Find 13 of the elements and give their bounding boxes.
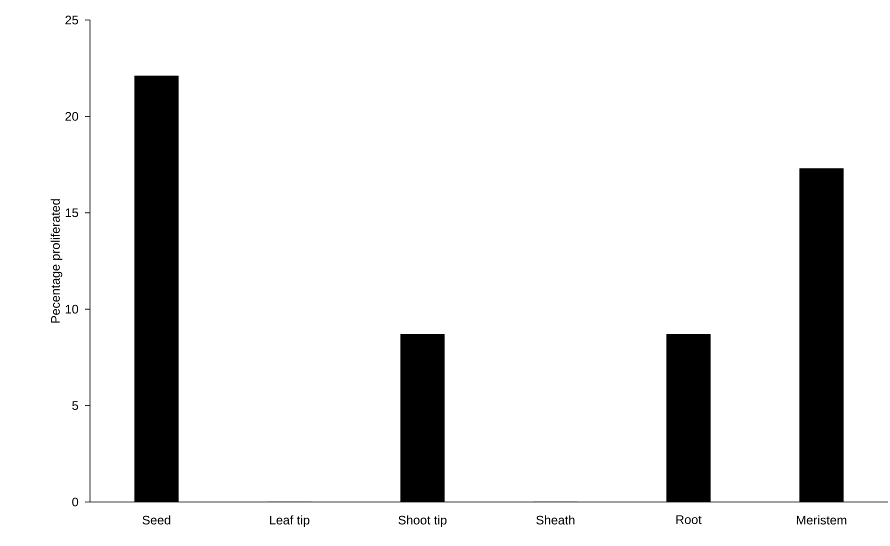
y-tick-label: 15 xyxy=(66,208,78,218)
x-tick-label: Leaf tip xyxy=(270,515,310,527)
y-tick-label: 25 xyxy=(65,16,78,24)
y-tick-label: 10 xyxy=(66,304,78,314)
x-tick-label: Shoot tip xyxy=(398,515,447,527)
x-tick-label: Root xyxy=(676,515,702,524)
x-tick-label: Seed xyxy=(142,515,170,524)
x-tick-label: Sheath xyxy=(536,515,574,524)
y-axis-title: Pecentage proliferated xyxy=(50,199,62,323)
y-tick-label: 0 xyxy=(72,498,78,506)
y-tick-label: 5 xyxy=(72,401,78,410)
x-tick-label: Meristem xyxy=(796,515,846,524)
y-tick-label: 20 xyxy=(65,112,78,121)
